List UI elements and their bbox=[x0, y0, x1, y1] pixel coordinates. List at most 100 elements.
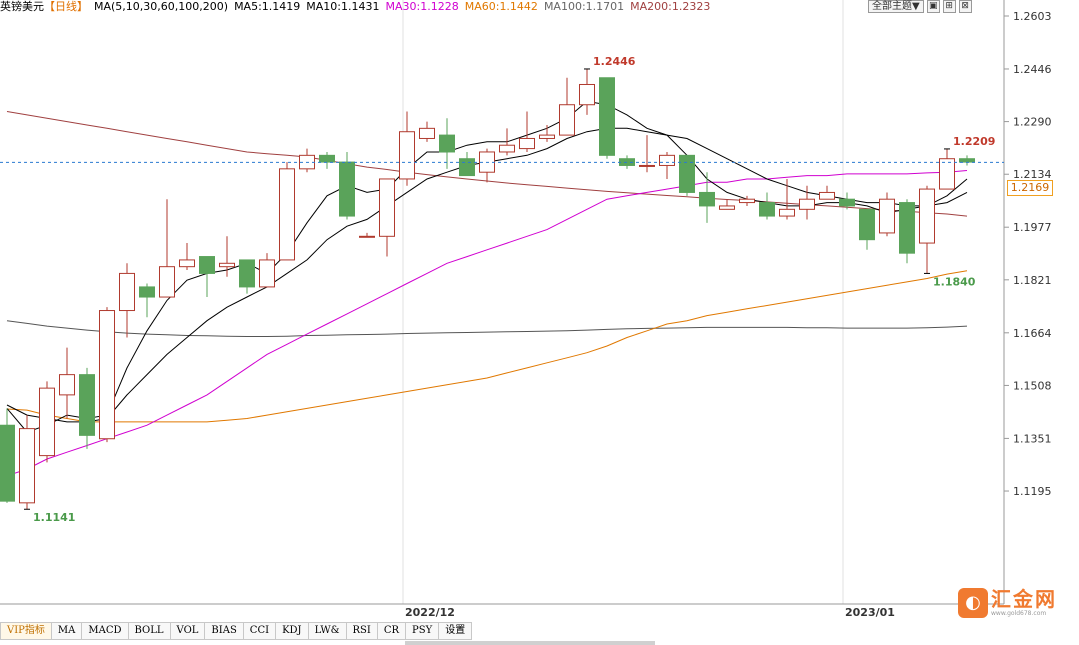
layout-icon[interactable]: ▣ bbox=[926, 0, 940, 13]
y-tick-label: 1.1508 bbox=[1013, 379, 1052, 392]
candle-body bbox=[179, 259, 195, 268]
tab-psy[interactable]: PSY bbox=[406, 622, 440, 640]
candle-body bbox=[819, 191, 835, 200]
ma30-value: MA30:1.1228 bbox=[385, 0, 459, 13]
candle-up bbox=[799, 185, 815, 220]
candle-body bbox=[759, 202, 775, 217]
candle-up bbox=[19, 415, 35, 510]
candle-body bbox=[699, 191, 715, 207]
candle-body bbox=[579, 83, 595, 106]
candle-up bbox=[739, 195, 755, 206]
tab-bias[interactable]: BIAS bbox=[205, 622, 244, 640]
candle-down bbox=[959, 155, 975, 166]
tab-macd[interactable]: MACD bbox=[82, 622, 129, 640]
y-tick-label: 1.2134 bbox=[1013, 168, 1052, 181]
candle-up bbox=[519, 111, 535, 152]
chart-controls: 全部主题▼ ▣ ⊞ ⊠ bbox=[868, 0, 972, 13]
candle-down bbox=[679, 154, 695, 196]
candle-body bbox=[0, 424, 15, 502]
candle-body bbox=[879, 198, 895, 234]
theme-dropdown[interactable]: 全部主题▼ bbox=[868, 0, 924, 13]
candle-body bbox=[239, 259, 255, 288]
ma100-value: MA100:1.1701 bbox=[543, 0, 625, 13]
logo-url: www.gold678.com bbox=[991, 610, 1047, 617]
fullscreen-icon[interactable]: ⊠ bbox=[958, 0, 972, 13]
logo-text: 汇金网 www.gold678.com bbox=[991, 588, 1057, 618]
tab-ma[interactable]: MA bbox=[51, 622, 83, 640]
candle-body bbox=[959, 158, 975, 163]
candle-body bbox=[599, 77, 615, 156]
candle-up bbox=[579, 68, 595, 115]
candle-body bbox=[659, 154, 675, 166]
candle-up bbox=[479, 148, 495, 183]
y-tick-label: 1.2446 bbox=[1013, 63, 1052, 76]
tab-settings[interactable]: 设置 bbox=[439, 622, 473, 640]
horizontal-scrollbar[interactable] bbox=[405, 641, 655, 645]
candle-body bbox=[679, 154, 695, 193]
y-tick-label: 1.1664 bbox=[1013, 327, 1052, 340]
brand-logo: ◐ 汇金网 www.gold678.com bbox=[958, 588, 1057, 618]
candle-body bbox=[539, 134, 555, 139]
ma100-line bbox=[6, 320, 968, 337]
candle-down bbox=[859, 208, 875, 250]
indicator-tabs: VIP指标 MA MACD BOLL VOL BIAS CCI KDJ LW& … bbox=[0, 622, 1079, 640]
candle-body bbox=[859, 208, 875, 241]
tab-vip[interactable]: VIP指标 bbox=[0, 622, 52, 640]
candle-down bbox=[899, 199, 915, 264]
candle-up bbox=[99, 307, 115, 443]
y-tick-label: 1.1821 bbox=[1013, 274, 1052, 287]
candle-up bbox=[559, 77, 575, 136]
candle-up bbox=[39, 381, 55, 463]
candle-body bbox=[219, 262, 235, 268]
grid-icon[interactable]: ⊞ bbox=[942, 0, 956, 13]
tab-lw[interactable]: LW& bbox=[308, 622, 347, 640]
candle-up bbox=[879, 192, 895, 237]
candle-body bbox=[79, 374, 95, 436]
candle-down bbox=[239, 259, 255, 294]
y-axis-ticks: 1.2603 1.2446 1.2290 1.2134 1.1977 1.1821 1.16… bbox=[1004, 10, 1052, 498]
candle-body bbox=[519, 137, 535, 150]
candle-body bbox=[839, 198, 855, 207]
candle-body bbox=[739, 198, 755, 204]
candle-body bbox=[439, 134, 455, 153]
candle-down bbox=[319, 151, 335, 169]
candle-up bbox=[419, 121, 435, 142]
candle-down bbox=[699, 172, 715, 223]
current-price-tag: 1.2169 bbox=[1007, 180, 1053, 196]
candle-up bbox=[119, 263, 135, 338]
tab-kdj[interactable]: KDJ bbox=[276, 622, 309, 640]
candle-up bbox=[299, 148, 315, 173]
candles bbox=[0, 68, 975, 510]
ma200-value: MA200:1.2323 bbox=[630, 0, 711, 13]
y-tick-label: 1.2290 bbox=[1013, 116, 1052, 129]
logo-icon: ◐ bbox=[958, 588, 988, 618]
candle-up bbox=[399, 111, 415, 186]
candle-down bbox=[139, 283, 155, 318]
candle-body bbox=[459, 158, 475, 177]
tab-vol[interactable]: VOL bbox=[170, 622, 206, 640]
instrument-title: 英镑美元 bbox=[0, 0, 44, 13]
candle-down bbox=[0, 408, 15, 503]
indicator-header: 英镑美元【日线】 MA(5,10,30,60,100,200) MA5:1.1419… bbox=[0, 0, 1079, 14]
candle-down bbox=[439, 118, 455, 169]
candle-body bbox=[379, 178, 395, 237]
candle-body bbox=[59, 374, 75, 396]
candle-body bbox=[39, 387, 55, 457]
tab-rsi[interactable]: RSI bbox=[346, 622, 378, 640]
candle-body bbox=[339, 161, 355, 217]
candle-body bbox=[639, 164, 655, 167]
candle-up bbox=[939, 148, 955, 190]
candle-up bbox=[719, 199, 735, 210]
tab-cr[interactable]: CR bbox=[377, 622, 407, 640]
candle-body bbox=[399, 131, 415, 180]
ma60-value: MA60:1.1442 bbox=[464, 0, 538, 13]
candle-up bbox=[659, 151, 675, 179]
y-tick-label: 1.1351 bbox=[1013, 432, 1052, 445]
candle-body bbox=[199, 256, 215, 274]
tab-boll[interactable]: BOLL bbox=[128, 622, 171, 640]
candle-down bbox=[459, 151, 475, 177]
high-annotation: 1.2446 bbox=[593, 55, 636, 68]
candle-body bbox=[359, 235, 375, 238]
tab-cci[interactable]: CCI bbox=[243, 622, 277, 640]
